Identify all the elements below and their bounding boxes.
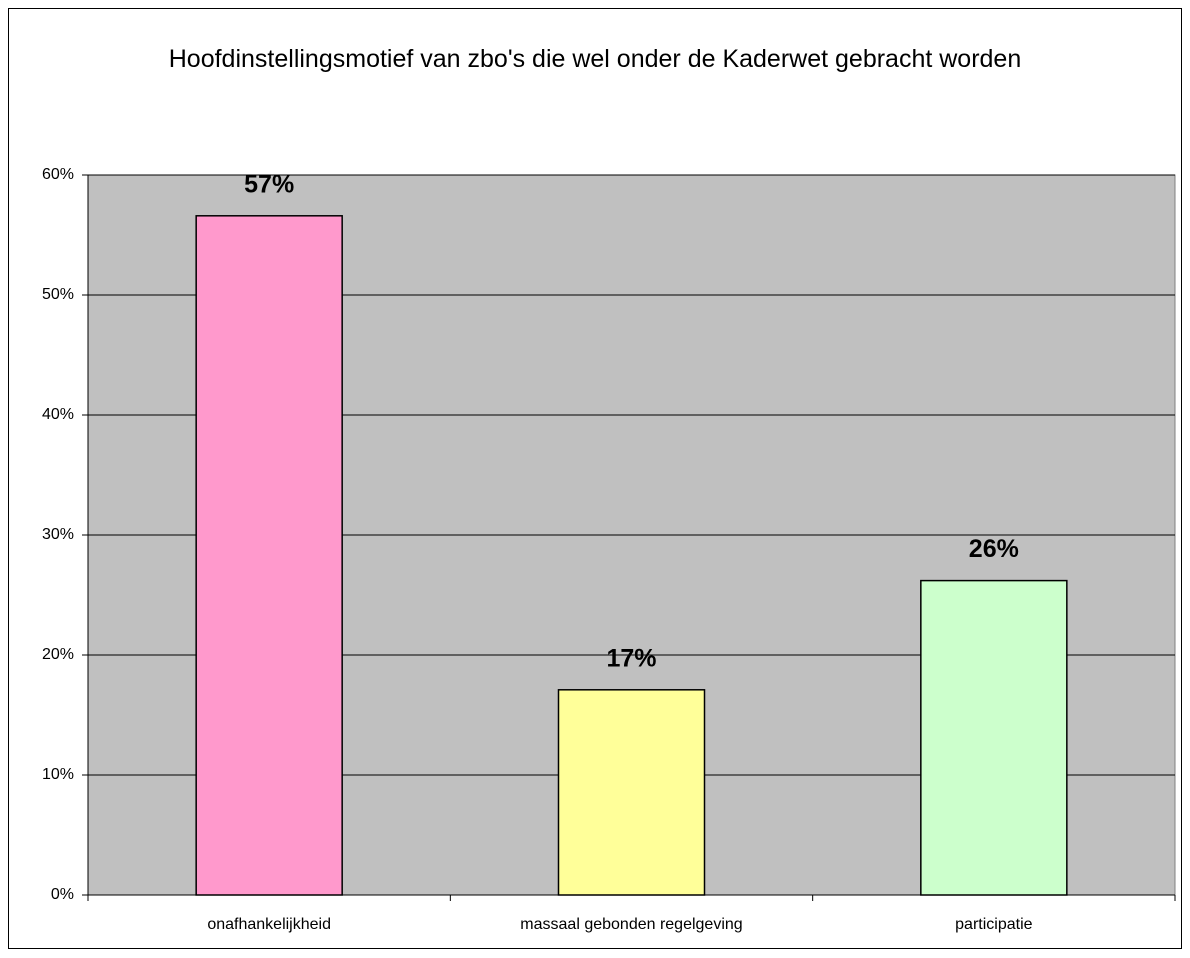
y-tick-label: 30% — [42, 526, 74, 543]
y-tick-label: 20% — [42, 646, 74, 663]
y-tick-label: 60% — [42, 166, 74, 183]
bar — [195, 215, 343, 896]
y-tick-label: 10% — [42, 766, 74, 783]
x-tick-label: onafhankelijkheid — [207, 916, 331, 933]
bar — [557, 689, 706, 896]
value-label: 17% — [606, 644, 656, 672]
y-tick-label: 0% — [51, 886, 74, 903]
y-tick-label: 40% — [42, 406, 74, 423]
x-tick-label: participatie — [955, 916, 1032, 933]
value-label: 26% — [969, 535, 1019, 563]
chart-title: Hoofdinstellingsmotief van zbo's die wel… — [168, 45, 1022, 73]
x-tick-label: massaal gebonden regelgeving — [520, 916, 742, 933]
value-label: 57% — [244, 170, 294, 198]
y-tick-label: 50% — [42, 286, 74, 303]
bar — [920, 579, 1068, 896]
